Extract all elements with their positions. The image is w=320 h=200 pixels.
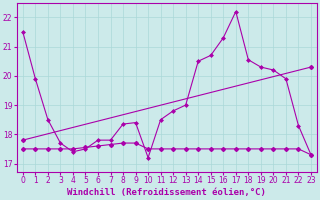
X-axis label: Windchill (Refroidissement éolien,°C): Windchill (Refroidissement éolien,°C) <box>68 188 266 197</box>
